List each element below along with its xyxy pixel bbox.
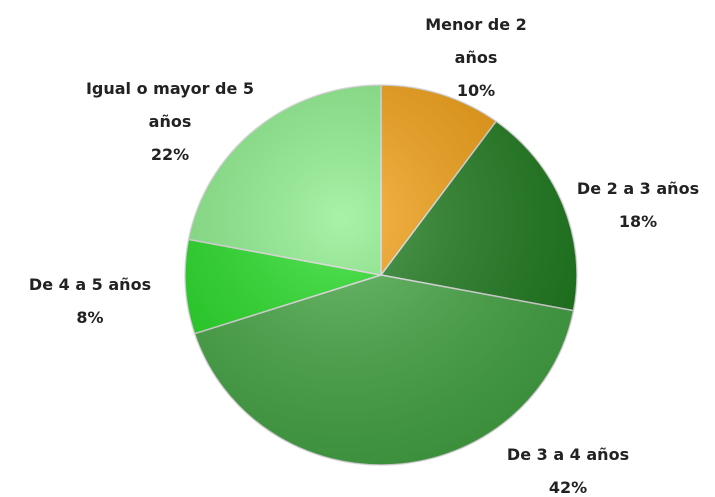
category-label: Menor de 2 años [425, 15, 527, 67]
slice-label: De 2 a 3 años 18% [558, 172, 715, 238]
slice-label: De 4 a 5 años 8% [5, 268, 175, 334]
category-label: De 2 a 3 años [576, 179, 700, 198]
category-label: De 4 a 5 años [28, 275, 152, 294]
value-label: 18% [618, 212, 658, 231]
slice-label: Igual o mayor de 5 años 22% [80, 72, 260, 171]
slice-label: Menor de 2 años 10% [411, 8, 541, 107]
category-label: De 3 a 4 años [506, 445, 630, 464]
category-label: Igual o mayor de 5 años [85, 79, 255, 131]
value-label: 22% [150, 145, 190, 164]
value-label: 8% [76, 308, 104, 327]
value-label: 42% [548, 478, 588, 497]
value-label: 10% [456, 81, 496, 100]
slice-label: De 3 a 4 años 42% [483, 438, 653, 497]
